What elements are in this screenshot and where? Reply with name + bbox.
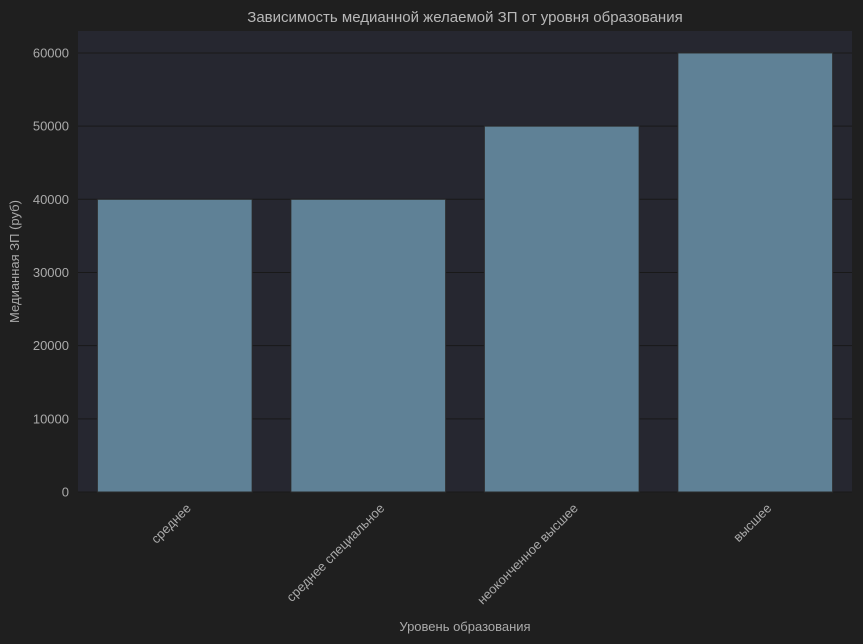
y-ticks: 0 10000 20000 30000 40000 50000 60000 xyxy=(33,45,69,499)
bar xyxy=(290,198,447,493)
y-tick-label: 0 xyxy=(62,485,69,500)
y-axis-label: Медианная ЗП (руб) xyxy=(7,200,22,323)
bar xyxy=(677,52,834,493)
bar xyxy=(96,198,253,493)
y-tick-label: 30000 xyxy=(33,265,69,280)
x-axis-label: Уровень образования xyxy=(399,619,530,634)
y-tick-label: 40000 xyxy=(33,192,69,207)
chart-title: Зависимость медианной желаемой ЗП от уро… xyxy=(247,9,682,26)
y-tick-label: 60000 xyxy=(33,45,69,60)
y-tick-label: 20000 xyxy=(33,338,69,353)
bar xyxy=(483,125,640,493)
y-tick-label: 10000 xyxy=(33,411,69,426)
y-tick-label: 50000 xyxy=(33,119,69,134)
bars xyxy=(96,52,834,493)
